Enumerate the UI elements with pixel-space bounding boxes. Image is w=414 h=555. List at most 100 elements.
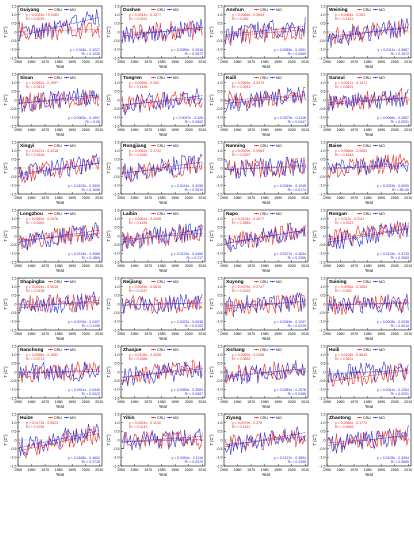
y-tick-label: -1.0 xyxy=(10,48,16,52)
station-name: Anshun xyxy=(226,7,244,13)
mo-point xyxy=(392,165,394,167)
mo-trend-line xyxy=(122,161,203,174)
x-tick-label: 1970 xyxy=(41,264,49,268)
y-axis-label: T (C°) xyxy=(312,298,317,310)
x-tick-label: 1970 xyxy=(144,264,152,268)
legend-cru-marker xyxy=(358,348,361,351)
mo-point xyxy=(148,27,150,29)
x-tick-label: 1980 xyxy=(261,468,269,472)
mo-point xyxy=(235,442,237,444)
mo-point xyxy=(341,42,343,44)
cru-point xyxy=(173,32,175,34)
mo-point xyxy=(89,238,91,240)
y-axis-label: T (C°) xyxy=(106,230,111,242)
mo-point xyxy=(162,107,164,109)
cru-point xyxy=(92,443,94,445)
legend-cru-marker xyxy=(49,8,52,11)
mo-point xyxy=(295,360,297,362)
mo-point xyxy=(224,448,226,450)
cru-point xyxy=(357,380,359,382)
cru-equation: y = 0.0036x - 0.1063 xyxy=(335,285,367,289)
legend-cru-label: CRU xyxy=(157,8,165,12)
mo-point xyxy=(273,237,275,239)
cru-point xyxy=(35,37,37,39)
y-tick-label: 0.5 xyxy=(321,226,326,230)
cru-trend-line xyxy=(328,27,409,37)
mo-point xyxy=(178,173,180,175)
cru-point xyxy=(387,302,389,304)
legend-mo-marker xyxy=(271,280,274,283)
mo-point xyxy=(62,158,64,160)
y-tick-label: 1.5 xyxy=(218,72,223,76)
mo-point xyxy=(257,21,259,23)
mo-point xyxy=(254,233,256,235)
mo-point xyxy=(254,371,256,373)
x-tick-label: 1950 xyxy=(220,468,228,472)
station-name: Nanchong xyxy=(20,347,44,353)
mo-point xyxy=(78,156,80,158)
mo-point xyxy=(270,374,272,376)
y-tick-label: 0 xyxy=(118,370,120,374)
mo-point xyxy=(300,438,302,440)
cru-point xyxy=(390,171,392,173)
mo-trend-line xyxy=(19,17,100,37)
mo-point xyxy=(192,300,194,302)
mo-point xyxy=(349,30,351,32)
x-tick-label: 1970 xyxy=(41,128,49,132)
cru-point xyxy=(346,171,348,173)
mo-point xyxy=(59,20,61,22)
cru-point xyxy=(303,86,305,88)
cru-r-squared: R² = 0.0147 xyxy=(129,289,147,293)
x-tick-label: 1960 xyxy=(337,60,345,64)
cru-point xyxy=(75,102,77,104)
y-tick-label: -0.5 xyxy=(216,107,222,111)
y-tick-label: 0.5 xyxy=(12,362,17,366)
y-tick-label: 1.5 xyxy=(321,72,326,76)
x-axis-label: Year xyxy=(56,404,65,409)
cru-point xyxy=(390,232,392,234)
mo-point xyxy=(398,225,400,227)
mo-point xyxy=(29,436,31,438)
y-tick-label: -1.0 xyxy=(216,116,222,120)
cru-point xyxy=(298,99,300,101)
cru-point xyxy=(365,27,367,29)
mo-point xyxy=(346,231,348,233)
mo-point xyxy=(357,371,359,373)
mo-point xyxy=(260,432,262,434)
mo-point xyxy=(273,435,275,437)
cru-point xyxy=(382,172,384,174)
legend-mo-label: MO xyxy=(379,416,385,420)
mo-point xyxy=(181,154,183,156)
cru-point xyxy=(162,433,164,435)
cru-point xyxy=(59,448,61,450)
y-tick-label: 0.5 xyxy=(115,90,120,94)
cru-point xyxy=(249,42,251,44)
mo-point xyxy=(173,230,175,232)
mo-point xyxy=(292,236,294,238)
y-tick-label: 0 xyxy=(15,30,17,34)
cru-point xyxy=(235,446,237,448)
y-tick-label: 0 xyxy=(118,438,120,442)
mo-point xyxy=(121,173,123,175)
mo-point xyxy=(298,296,300,298)
mo-point xyxy=(48,104,50,106)
x-tick-label: 2010 xyxy=(95,264,103,268)
mo-point xyxy=(200,440,202,442)
mo-point xyxy=(260,367,262,369)
mo-point xyxy=(170,443,172,445)
mo-point xyxy=(51,93,53,95)
mo-point xyxy=(365,305,367,307)
mo-series-line xyxy=(328,157,409,175)
y-tick-label: 1.0 xyxy=(115,81,120,85)
mo-point xyxy=(284,98,286,100)
cru-point xyxy=(382,431,384,433)
cru-trend-line xyxy=(225,436,306,445)
mo-point xyxy=(154,380,156,382)
cru-point xyxy=(86,236,88,238)
y-tick-label: -1.0 xyxy=(319,116,325,120)
cru-point xyxy=(29,246,31,248)
cru-point xyxy=(344,175,346,177)
